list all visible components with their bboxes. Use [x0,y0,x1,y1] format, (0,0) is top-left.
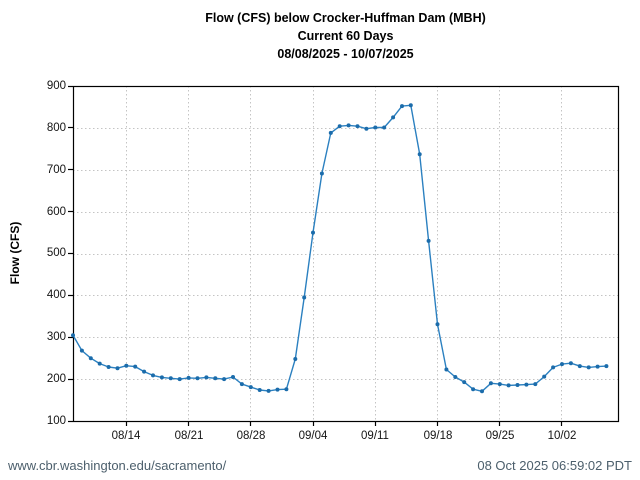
y-tick-label: 800 [46,122,66,134]
data-point [159,375,164,380]
data-point [231,375,235,379]
data-point [417,152,422,157]
data-point [435,322,440,327]
data-point [337,124,342,129]
data-point [133,364,138,369]
data-point [604,364,609,369]
data-point [524,382,529,387]
data-point [560,362,564,367]
data-point [204,375,209,380]
data-point [266,388,271,393]
data-point [328,130,333,135]
y-tick-label: 200 [46,373,66,385]
y-tick-label: 100 [46,415,66,427]
chart-subtitle: Current 60 Days [297,29,394,43]
data-point [195,376,200,381]
data-point [151,373,155,378]
data-point [97,361,102,366]
data-point [453,375,458,379]
y-tick-label: 900 [46,80,66,92]
data-point [355,124,360,129]
flow-series-line [72,104,607,392]
data-point [302,295,307,300]
data-point [542,374,547,379]
chart-date-range: 08/08/2025 - 10/07/2025 [277,47,414,61]
data-point [471,387,476,392]
data-point [284,387,289,392]
chart-title-block: Flow (CFS) below Crocker-Huffman Dam (MB… [73,9,618,63]
data-point [293,357,298,361]
data-point [506,383,511,388]
data-point [391,115,396,120]
data-point [595,364,600,369]
data-point [71,333,75,338]
footer-source-url: www.cbr.washington.edu/sacramento/ [8,458,227,473]
data-point [248,385,253,390]
data-point [462,380,467,385]
x-tick-label: 08/21 [174,430,204,442]
data-point [213,376,218,381]
x-tick-label: 08/28 [236,430,266,442]
x-tick-label: 08/14 [111,430,141,442]
data-point [373,125,378,130]
data-point [124,363,129,368]
x-tick-label: 09/18 [423,430,453,442]
y-tick-label: 400 [46,289,66,301]
data-point [408,103,413,108]
x-tick-label: 09/04 [298,430,328,442]
data-point [515,383,520,387]
data-point [177,377,182,382]
data-point [311,230,315,235]
data-point [222,377,227,382]
data-point [115,366,120,371]
x-tick-label: 09/11 [361,430,389,442]
data-point [88,356,93,361]
plot-border [72,85,620,423]
x-tick-label: 09/25 [485,430,515,442]
data-point [568,361,573,366]
data-point [533,382,538,387]
x-tick-label: 10/02 [547,430,577,442]
y-tick-label: 600 [46,206,66,218]
data-point [364,126,369,131]
data-point [497,382,502,387]
data-point [586,365,591,370]
data-point [79,348,84,353]
data-point [275,387,280,392]
data-point [142,369,147,374]
data-point [382,125,387,130]
data-point [186,375,191,380]
data-point [257,388,262,392]
data-point [400,104,404,109]
data-point [319,171,324,176]
y-tick-label: 500 [46,247,66,259]
data-point [346,123,351,128]
data-point [577,364,582,369]
data-point [480,389,484,394]
data-point [239,382,244,387]
data-point [106,365,111,369]
data-point [426,238,431,243]
y-tick-label: 700 [46,164,66,176]
data-point [551,365,556,370]
data-point [444,367,449,372]
data-point [488,381,493,386]
data-point [168,376,173,381]
y-tick-label: 300 [46,331,66,343]
chart-title: Flow (CFS) below Crocker-Huffman Dam (MB… [205,11,486,25]
footer-timestamp: 08 Oct 2025 06:59:02 PDT [477,458,632,473]
